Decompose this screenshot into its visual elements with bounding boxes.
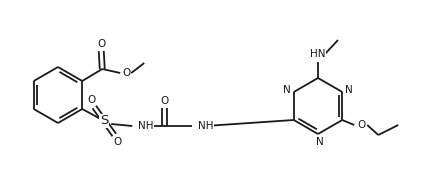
Text: N: N xyxy=(316,137,324,147)
Text: S: S xyxy=(100,115,109,127)
Text: O: O xyxy=(357,120,365,130)
Text: O: O xyxy=(97,39,106,49)
Text: N: N xyxy=(283,85,290,95)
Text: NH: NH xyxy=(138,121,154,131)
Text: O: O xyxy=(122,68,130,78)
Text: O: O xyxy=(87,95,95,105)
Text: N: N xyxy=(346,85,353,95)
Text: NH: NH xyxy=(198,121,214,131)
Text: O: O xyxy=(113,137,121,147)
Text: HN: HN xyxy=(310,49,326,59)
Text: O: O xyxy=(160,96,168,106)
